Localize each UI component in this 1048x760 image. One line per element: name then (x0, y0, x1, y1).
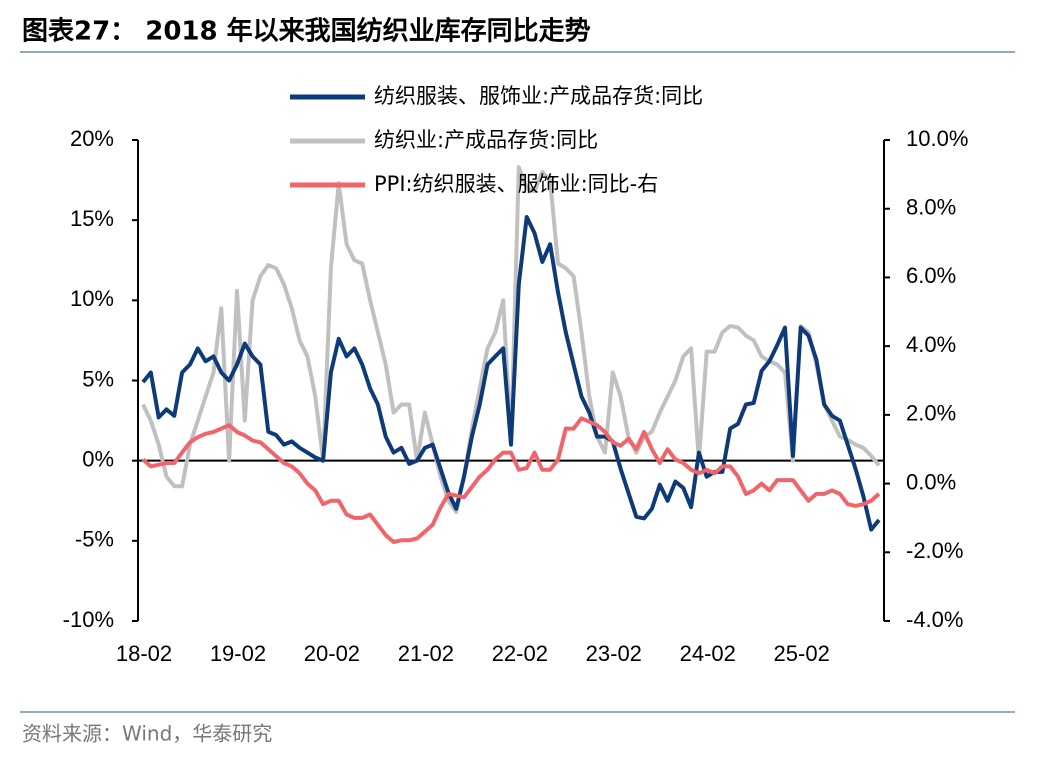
y-tick-label: 0% (82, 446, 114, 471)
x-tick-label: 24-02 (680, 641, 736, 666)
y-tick-label: 20% (70, 126, 114, 151)
x-tick-label: 25-02 (774, 641, 830, 666)
x-tick-label: 23-02 (586, 641, 642, 666)
x-tick-label: 18-02 (116, 641, 172, 666)
y2-tick-label: 10.0% (906, 126, 968, 151)
x-tick-label: 20-02 (304, 641, 360, 666)
y2-tick-label: 2.0% (906, 401, 956, 426)
y2-tick-label: -4.0% (906, 607, 963, 632)
x-tick-label: 21-02 (398, 641, 454, 666)
series-line (141, 416, 881, 544)
y-tick-label: -10% (63, 607, 114, 632)
legend-label: 纺织业:产成品存货:同比 (374, 128, 598, 152)
x-tick-label: 19-02 (210, 641, 266, 666)
y-tick-label: 10% (70, 286, 114, 311)
y-tick-label: 5% (82, 366, 114, 391)
y2-tick-label: 0.0% (906, 469, 956, 494)
series-line (141, 215, 881, 532)
legend-label: 纺织服装、服饰业:产成品存货:同比 (374, 84, 703, 108)
y2-tick-label: 4.0% (906, 332, 956, 357)
y-tick-label: 15% (70, 206, 114, 231)
y2-tick-label: 8.0% (906, 195, 956, 220)
y2-tick-label: 6.0% (906, 263, 956, 288)
legend-label: PPI:纺织服装、服饰业:同比-右 (374, 172, 658, 196)
chart-title: 图表27： 2018 年以来我国纺织业库存同比走势 (22, 16, 591, 47)
y-tick-label: -5% (75, 527, 114, 552)
source: 资料来源：Wind，华泰研究 (22, 722, 272, 746)
x-tick-label: 22-02 (492, 641, 548, 666)
y2-tick-label: -2.0% (906, 538, 963, 563)
